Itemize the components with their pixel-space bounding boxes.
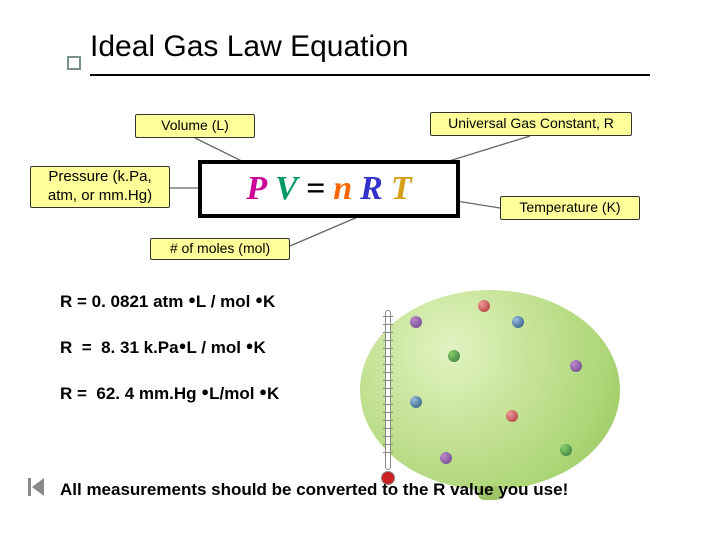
r-value-3: R = 62. 4 mm.Hg ●L/mol ●K: [60, 384, 279, 404]
molecule-dot: [570, 360, 582, 372]
eq-n: n: [330, 170, 355, 208]
footer-note: All measurements should be converted to …: [60, 480, 568, 500]
equation-frame: P V = n R T: [198, 160, 460, 218]
molecule-dot: [560, 444, 572, 456]
connector-lines: [0, 0, 720, 540]
eq-V: V: [272, 170, 301, 208]
label-pressure: Pressure (k.Pa, atm, or mm.Hg): [30, 166, 170, 208]
label-moles: # of moles (mol): [150, 238, 290, 260]
eq-T: T: [388, 170, 415, 208]
title-bullet: [67, 56, 81, 70]
molecule-dot: [448, 350, 460, 362]
eq-P: P: [243, 170, 270, 208]
eq-R: R: [357, 170, 386, 208]
molecule-dot: [440, 452, 452, 464]
molecule-dot: [410, 396, 422, 408]
molecule-dot: [410, 316, 422, 328]
molecule-dot: [506, 410, 518, 422]
prev-slide-icon[interactable]: [28, 478, 31, 496]
r-value-1: R = 0. 0821 atm ●L / mol ●K: [60, 292, 275, 312]
thermometer-tube: [385, 310, 391, 470]
thermometer-graphic: [380, 310, 396, 485]
label-volume: Volume (L): [135, 114, 255, 138]
prev-slide-icon-arrow[interactable]: [32, 478, 44, 496]
r-value-2: R = 8. 31 k.Pa●L / mol ●K: [60, 338, 266, 358]
molecule-dot: [512, 316, 524, 328]
label-temperature: Temperature (K): [500, 196, 640, 220]
page-title: Ideal Gas Law Equation: [90, 30, 409, 64]
eq-equals: =: [303, 170, 328, 208]
title-underline: [90, 74, 650, 76]
balloon-graphic: [360, 290, 620, 490]
molecule-dot: [478, 300, 490, 312]
label-constant: Universal Gas Constant, R: [430, 112, 632, 136]
